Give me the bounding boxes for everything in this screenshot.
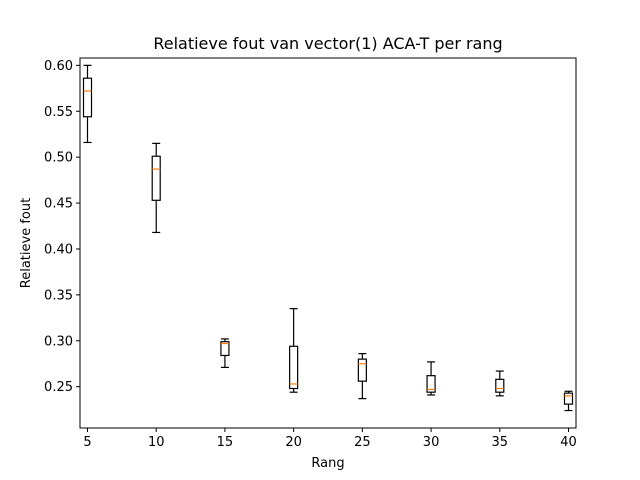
x-tick-label: 15	[217, 435, 234, 450]
x-tick-label: 30	[423, 435, 440, 450]
iqr-box	[151, 155, 161, 201]
box-30	[426, 361, 436, 396]
x-axis-label: Rang	[311, 456, 344, 471]
y-tick-label: 0.40	[44, 242, 73, 257]
x-tick-label: 40	[560, 435, 577, 450]
x-tick-label: 35	[492, 435, 509, 450]
y-axis-label: Relatieve fout	[19, 198, 34, 288]
y-tick-label: 0.60	[44, 59, 73, 74]
iqr-box	[426, 375, 436, 393]
x-tick-label: 5	[83, 435, 91, 450]
y-tick-label: 0.30	[44, 334, 73, 349]
box-5	[82, 64, 93, 144]
y-tick-label: 0.35	[44, 288, 73, 303]
box-25	[357, 353, 367, 400]
box-15	[220, 338, 230, 369]
axes-frame	[79, 57, 577, 429]
x-tick-label: 20	[285, 435, 302, 450]
iqr-box	[289, 345, 299, 390]
plot-area	[82, 64, 574, 412]
iqr-box	[82, 77, 93, 118]
box-10	[151, 142, 161, 234]
iqr-box	[357, 358, 367, 382]
x-tick-label: 10	[148, 435, 165, 450]
y-tick-label: 0.50	[44, 151, 73, 166]
y-tick-label: 0.25	[44, 380, 73, 395]
y-tick-label: 0.45	[44, 197, 73, 212]
y-axis: 0.25 0.30 0.35 0.40 0.45 0.50 0.55 0.60	[44, 59, 80, 395]
box-35	[495, 370, 505, 397]
x-tick-label: 25	[354, 435, 371, 450]
box-40	[563, 390, 574, 412]
iqr-box	[563, 392, 574, 405]
y-tick-label: 0.55	[44, 105, 73, 120]
chart-title: Relatieve fout van vector(1) ACA-T per r…	[153, 34, 502, 53]
iqr-box	[495, 378, 505, 393]
x-axis: 5 10 15 20 25 30 35 40	[83, 428, 577, 450]
box-20	[289, 308, 299, 393]
iqr-box	[220, 341, 230, 357]
